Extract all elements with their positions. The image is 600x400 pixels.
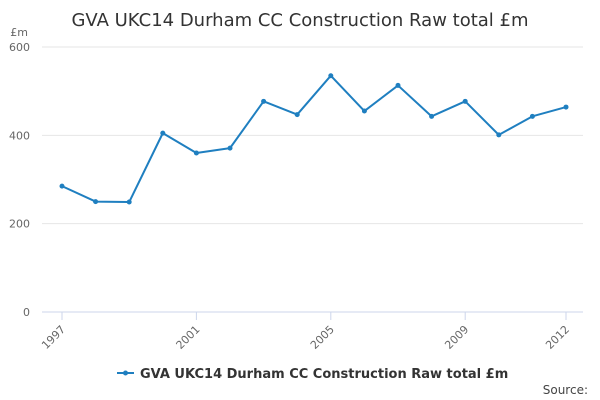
data-point[interactable] <box>529 113 535 119</box>
gridlines: 0 200 400 600 <box>9 41 583 319</box>
legend-label: GVA UKC14 Durham CC Construction Raw tot… <box>140 367 508 382</box>
y-tick-label: 200 <box>9 218 30 231</box>
legend-point-marker <box>123 370 128 376</box>
data-point[interactable] <box>395 82 401 88</box>
data-point[interactable] <box>227 145 233 151</box>
legend[interactable]: GVA UKC14 Durham CC Construction Raw tot… <box>117 367 508 382</box>
x-tick-label: 2005 <box>308 323 337 352</box>
data-point[interactable] <box>193 150 199 156</box>
data-point[interactable] <box>328 73 334 79</box>
x-tick-label: 2009 <box>442 323 471 352</box>
x-tick-label: 2001 <box>174 323 203 352</box>
data-point[interactable] <box>563 104 569 110</box>
data-point[interactable] <box>496 132 502 138</box>
series-group <box>59 73 569 205</box>
data-point[interactable] <box>93 199 99 205</box>
data-point[interactable] <box>462 98 468 104</box>
y-tick-label: 600 <box>9 41 30 54</box>
x-tick-label: 2012 <box>543 323 572 352</box>
source-label: Source: <box>543 383 588 397</box>
y-tick-label: 0 <box>23 306 30 319</box>
data-point[interactable] <box>261 98 267 104</box>
y-axis-unit: £m <box>10 26 28 39</box>
x-axis-ticks: 1997 2001 2005 2009 2012 <box>39 312 572 352</box>
data-point[interactable] <box>126 199 132 205</box>
data-point[interactable] <box>361 108 367 114</box>
data-point[interactable] <box>294 112 300 118</box>
x-tick-label: 1997 <box>39 323 68 352</box>
data-point[interactable] <box>160 130 166 136</box>
series-line <box>61 74 567 204</box>
data-point[interactable] <box>59 183 65 189</box>
data-point[interactable] <box>429 113 435 119</box>
y-tick-label: 400 <box>9 129 30 142</box>
chart-title: GVA UKC14 Durham CC Construction Raw tot… <box>71 10 528 31</box>
